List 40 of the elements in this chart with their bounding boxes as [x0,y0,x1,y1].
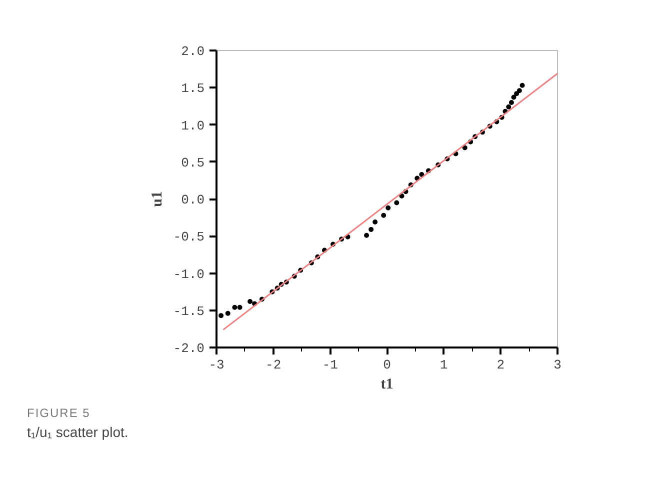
x-tick-label: 3 [554,358,562,372]
x-tick-label: 0 [383,358,391,372]
y-tick-label: -1.5 [173,304,205,319]
point [511,94,516,100]
y-tick-label: 1.0 [181,118,204,134]
point [399,194,404,199]
point [225,310,230,316]
y-axis-title: u1 [149,191,166,207]
point [386,205,391,210]
y-tick-label: 0.5 [181,155,204,170]
y-tick-label: 1.5 [181,81,204,96]
y-tick-label: -2.0 [173,341,205,356]
x-tick-label: -3 [208,358,224,372]
point [237,304,242,310]
point [419,172,424,177]
point [364,232,370,238]
point [516,88,522,94]
point [381,212,386,218]
y-tick-label: -1.0 [173,266,205,282]
point [520,82,525,88]
y-tick-label: 2.0 [181,44,204,59]
y-tick-label: 0.0 [181,192,204,208]
point [368,226,374,232]
point [232,304,238,310]
point [394,200,400,206]
x-tick-label: -2 [266,358,282,372]
point [248,298,253,304]
x-axis-title: t1 [380,376,394,392]
x-tick-label: 1 [440,358,448,372]
caption: FIGURE 5 [27,405,92,422]
point [506,104,512,110]
point [508,100,514,105]
point [218,313,224,318]
text: t₁/u₁ scatter plot. [27,423,128,442]
x-tick-label: -1 [322,358,338,372]
point [462,145,468,150]
point [372,220,378,225]
point [514,91,520,96]
y-tick-label: -0.5 [173,230,205,245]
x-tick-label: 2 [496,358,505,372]
